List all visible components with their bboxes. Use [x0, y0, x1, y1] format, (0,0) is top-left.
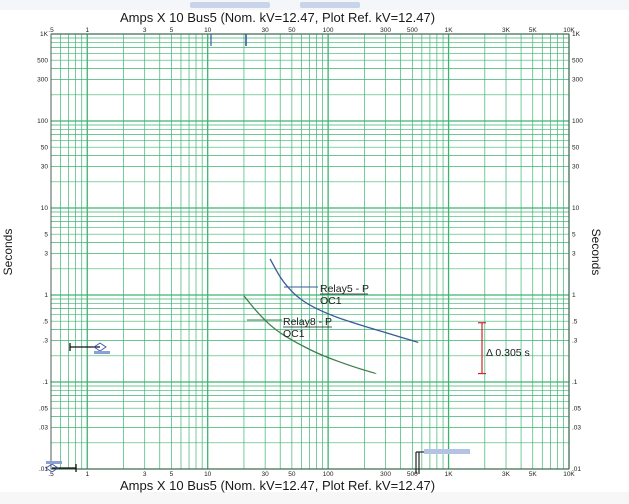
y-tick-label: .01: [572, 466, 581, 473]
plot-border: [50, 33, 570, 470]
x-tick-label: 3K: [502, 27, 511, 34]
x-tick-label: 300: [380, 471, 391, 478]
x-tick-label: 5: [170, 471, 174, 478]
x-tick-label: 10: [204, 27, 212, 34]
y-tick-label: 500: [37, 57, 48, 64]
y-tick-label: 50: [572, 144, 580, 151]
chart-title-bottom: Amps X 10 Bus5 (Nom. kV=12.47, Plot Ref.…: [120, 478, 436, 493]
y-tick-label: 1K: [40, 31, 49, 38]
x-tick-label: 5: [170, 27, 174, 34]
y-tick-label: 30: [41, 164, 49, 171]
y-tick-label: 50: [41, 144, 49, 151]
device-symbol-left[interactable]: [69, 342, 110, 354]
y-tick-label: .05: [39, 405, 48, 412]
relay8-label-line1: Relay8 - P: [283, 316, 332, 328]
blurred-toolbar-item: [300, 2, 360, 8]
y-tick-label: .03: [572, 425, 581, 432]
y-tick-label: .5: [572, 318, 578, 325]
x-tick-label: 5K: [529, 27, 538, 34]
delta-time-label: Δ 0.305 s: [486, 347, 530, 359]
relay8-label[interactable]: Relay8 - P OC1: [247, 316, 332, 340]
y-tick-label: .3: [43, 338, 49, 345]
x-tick-label: 3: [143, 27, 147, 34]
relay5-label-line1: Relay5 - P: [320, 283, 369, 295]
y-tick-label: .01: [39, 466, 48, 473]
x-tick-label: 50: [288, 27, 296, 34]
y-tick-label: .05: [572, 405, 581, 412]
x-tick-label: 5K: [529, 471, 538, 478]
series-curve-1[interactable]: [269, 258, 419, 344]
y-tick-label: 5: [572, 231, 576, 238]
y-tick-label: 300: [37, 77, 48, 84]
x-tick-label: 500: [407, 471, 418, 478]
y-tick-label: 10: [572, 205, 580, 212]
curves: [243, 258, 419, 375]
x-tick-label: 1: [85, 471, 89, 478]
x-tick-label: 30: [262, 471, 270, 478]
y-tick-label: 100: [37, 118, 48, 125]
y-tick-label: 5: [44, 231, 48, 238]
window-top-strip: [0, 0, 629, 10]
tick-labels: .5 .5 1 1 3 3 5 5 10 10 30 30 50 50 100 100 300 300 500 500…: [37, 27, 583, 478]
relay8-label-line2: OC1: [283, 328, 305, 340]
y-tick-label: 500: [572, 57, 583, 64]
x-tick-label: 1K: [445, 471, 454, 478]
x-tick-label: .5: [48, 471, 54, 478]
top-edge-marks: [210, 34, 247, 46]
y-tick-label: 1: [572, 292, 576, 299]
relay5-label[interactable]: Relay5 - P OC1: [284, 283, 369, 307]
delta-time-marker[interactable]: Δ 0.305 s: [478, 322, 530, 375]
y-tick-label: .3: [572, 338, 578, 345]
y-tick-label: .1: [572, 379, 578, 386]
x-tick-label: 500: [407, 27, 418, 34]
device-symbol-bottom-right[interactable]: [415, 449, 470, 474]
x-tick-label: 1: [85, 27, 89, 34]
x-tick-label: 3K: [502, 471, 511, 478]
y-tick-label: 30: [572, 164, 580, 171]
y-axis-label-left: Seconds: [1, 229, 15, 276]
x-tick-label: 10: [204, 471, 212, 478]
relay5-label-line2: OC1: [320, 295, 342, 307]
x-tick-label: 50: [288, 471, 296, 478]
x-tick-label: 100: [323, 27, 334, 34]
series-labels: Relay5 - P OC1 Relay8 - P OC1: [247, 283, 369, 340]
x-tick-label: 10K: [563, 471, 575, 478]
y-tick-label: 10: [41, 205, 49, 212]
y-tick-label: 300: [572, 77, 583, 84]
y-axis-label-right: Seconds: [589, 229, 603, 276]
y-tick-label: 1K: [572, 31, 581, 38]
gridlines: [50, 33, 570, 470]
x-tick-label: 100: [323, 471, 334, 478]
y-tick-label: 3: [44, 251, 48, 258]
device-symbol-bottom-left[interactable]: [45, 461, 77, 473]
blurred-toolbar-item: [190, 2, 270, 8]
x-tick-label: 10K: [563, 27, 575, 34]
y-tick-label: .5: [43, 318, 49, 325]
x-tick-label: 1K: [445, 27, 454, 34]
y-tick-label: 3: [572, 251, 576, 258]
y-tick-label: .03: [39, 425, 48, 432]
x-tick-label: 300: [380, 27, 391, 34]
x-tick-label: 3: [143, 471, 147, 478]
y-tick-label: 1: [44, 292, 48, 299]
x-tick-label: .5: [48, 27, 54, 34]
plot-area: [51, 34, 569, 469]
x-tick-label: 30: [262, 27, 270, 34]
window-bottom-strip: [0, 492, 629, 504]
chart-title-top: Amps X 10 Bus5 (Nom. kV=12.47, Plot Ref.…: [120, 10, 436, 25]
series-curve-2[interactable]: [243, 295, 377, 375]
y-tick-label: .1: [43, 379, 49, 386]
y-tick-label: 100: [572, 118, 583, 125]
